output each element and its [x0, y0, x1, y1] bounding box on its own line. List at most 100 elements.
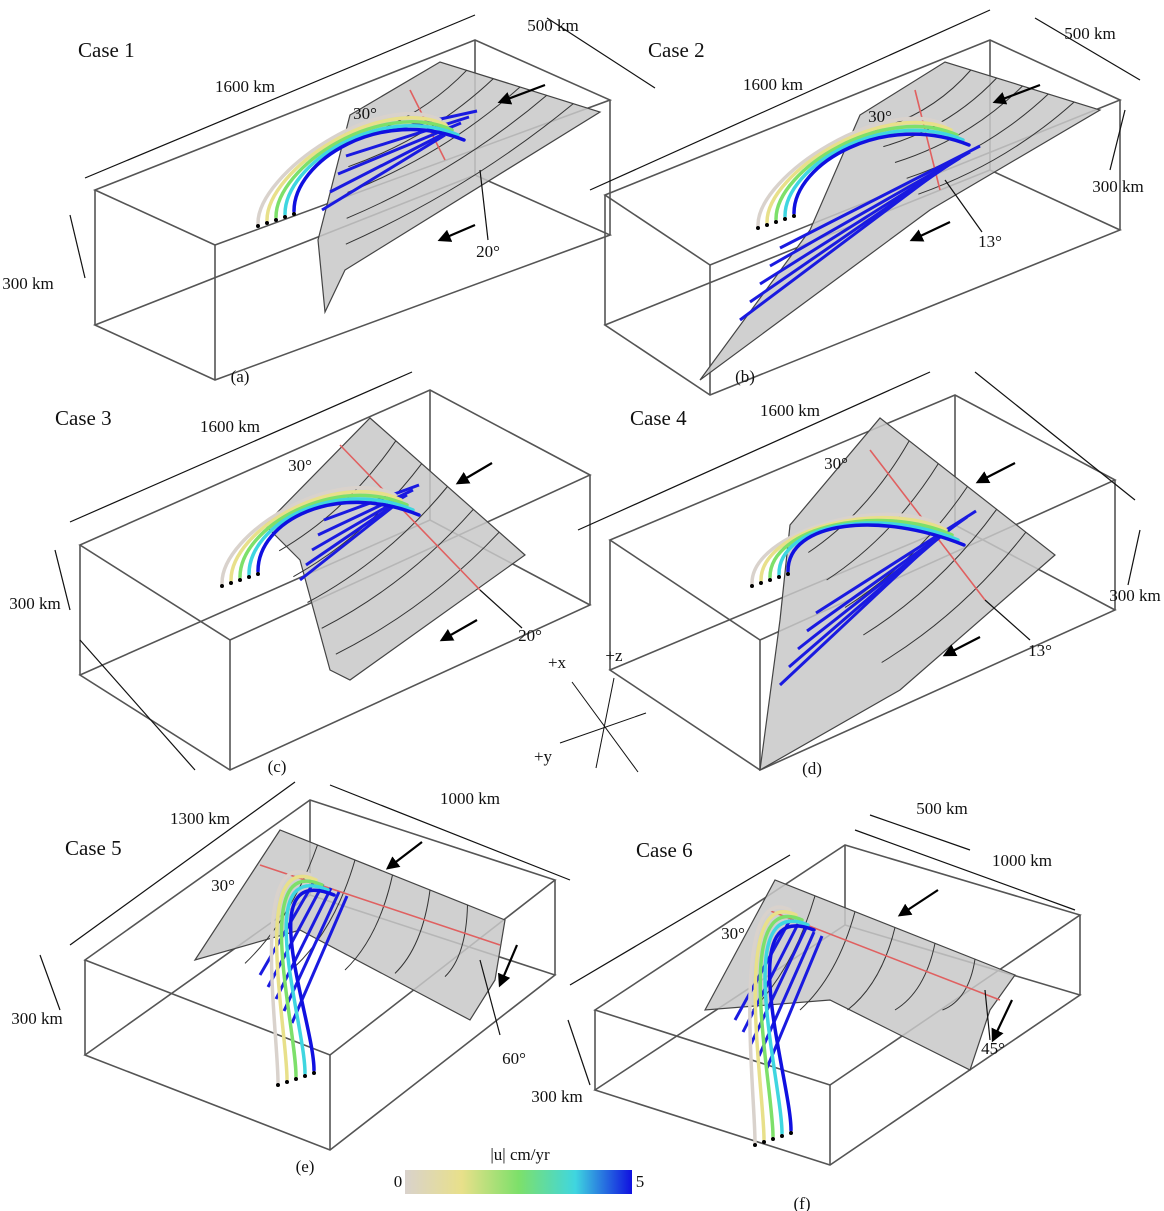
seed-point: [220, 584, 224, 588]
angle-label: 20°: [476, 242, 500, 261]
angle-label: 60°: [502, 1049, 526, 1068]
dimension-label: 300 km: [1109, 586, 1160, 605]
dimension-label: 1600 km: [215, 77, 275, 96]
dimension-label: 300 km: [9, 594, 60, 613]
angle-label: 30°: [211, 876, 235, 895]
seed-point: [238, 578, 242, 582]
seed-point: [768, 578, 772, 582]
dimension-label: 500 km: [916, 799, 967, 818]
plate-arrow: [978, 463, 1015, 482]
slab-surface: [195, 830, 505, 1020]
seed-point: [774, 220, 778, 224]
dimension-label: 1000 km: [440, 789, 500, 808]
seed-point: [753, 1143, 757, 1147]
dimension-label: 1300 km: [170, 809, 230, 828]
dimension-label: 1600 km: [743, 75, 803, 94]
plate-arrow: [912, 222, 950, 240]
plate-arrow: [900, 890, 938, 915]
seed-point: [292, 212, 296, 216]
axis-label: +y: [534, 747, 553, 766]
dimension-label: 1600 km: [760, 401, 820, 420]
panel-label: (c): [268, 757, 287, 776]
angle-leader: [985, 600, 1030, 640]
dimension-line: [40, 955, 60, 1010]
panel-label: (b): [735, 367, 755, 386]
seed-point: [756, 226, 760, 230]
angle-label: 13°: [978, 232, 1002, 251]
angle-label: 20°: [518, 626, 542, 645]
dimension-label: 500 km: [527, 16, 578, 35]
panel: Case 1 (a) 1600 km 500 km 300 km 30° 20°: [2, 15, 655, 386]
dimension-line: [568, 1020, 590, 1085]
seed-point: [759, 581, 763, 585]
compass: [560, 678, 646, 772]
compass-axis: [596, 678, 614, 768]
seed-point: [303, 1074, 307, 1078]
dimension-label: 500 km: [1064, 24, 1115, 43]
compass-axis: [560, 713, 646, 743]
angle-label: 30°: [868, 107, 892, 126]
colorbar-tick: 0: [394, 1172, 403, 1191]
axis-label: +x: [548, 653, 567, 672]
dimension-line: [70, 215, 85, 278]
seed-point: [789, 1131, 793, 1135]
angle-label: 30°: [721, 924, 745, 943]
slab-surface: [760, 418, 1055, 770]
dimension-label: 300 km: [2, 274, 53, 293]
plate-arrow: [388, 842, 422, 868]
seed-point: [274, 218, 278, 222]
seed-point: [229, 581, 233, 585]
panel-title: Case 4: [630, 406, 687, 430]
seed-point: [283, 215, 287, 219]
colorbar-tick: 5: [636, 1172, 645, 1191]
seed-point: [247, 575, 251, 579]
plate-arrow: [458, 463, 492, 483]
seed-point: [786, 572, 790, 576]
angle-leader: [480, 590, 522, 628]
seed-point: [285, 1080, 289, 1084]
dimension-label: 300 km: [1092, 177, 1143, 196]
angle-label: 30°: [288, 456, 312, 475]
seed-point: [750, 584, 754, 588]
seed-point: [771, 1137, 775, 1141]
colorbar: [405, 1170, 632, 1194]
dimension-line: [1110, 110, 1125, 170]
panel: Case 2(b)1600 km500 km300 km30°13°: [590, 10, 1144, 395]
dimension-line: [1128, 530, 1140, 585]
seed-point: [792, 214, 796, 218]
dimension-line: [870, 815, 970, 850]
plate-arrow: [440, 225, 475, 240]
panel-title: Case 1: [78, 38, 135, 62]
panel-label: (a): [231, 367, 250, 386]
dimension-label: 1000 km: [992, 851, 1052, 870]
seed-point: [256, 572, 260, 576]
panel-label: (f): [794, 1194, 811, 1211]
seed-point: [256, 224, 260, 228]
seed-point: [276, 1083, 280, 1087]
dimension-line: [80, 640, 195, 770]
seed-point: [312, 1071, 316, 1075]
figure: Case 1(a)1600 km500 km300 km30°20°Case 2…: [0, 0, 1164, 1211]
panel-title: Case 5: [65, 836, 122, 860]
angle-label: 30°: [824, 454, 848, 473]
panel-title: Case 3: [55, 406, 112, 430]
panel-title: Case 6: [636, 838, 693, 862]
angle-label: 45°: [981, 1039, 1005, 1058]
plate-arrow: [500, 945, 517, 985]
panel: Case 6 (f) 500 km 1000 km 300 km 30° 45°: [531, 799, 1080, 1211]
dimension-label: 300 km: [531, 1087, 582, 1106]
panel-label: (d): [802, 759, 822, 778]
plate-arrow: [993, 1000, 1012, 1040]
angle-label: 30°: [353, 104, 377, 123]
panel-label: (e): [296, 1157, 315, 1176]
dimension-line: [975, 372, 1135, 500]
seed-point: [777, 575, 781, 579]
axis-label: +z: [605, 646, 623, 665]
plate-arrow: [442, 620, 477, 640]
colorbar-label: |u| cm/yr: [490, 1145, 550, 1164]
seed-point: [780, 1134, 784, 1138]
seed-point: [265, 221, 269, 225]
